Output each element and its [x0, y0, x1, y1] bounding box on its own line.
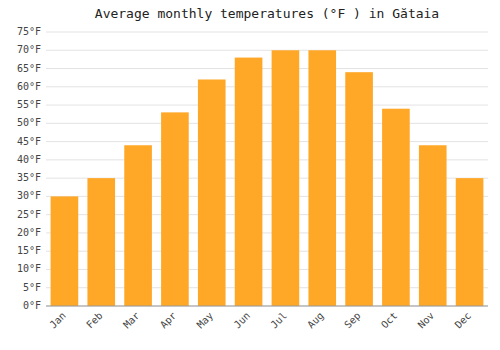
bar	[51, 196, 79, 306]
x-tick-label: Sep	[342, 310, 363, 331]
y-tick-label: 20°F	[17, 227, 41, 238]
x-tick-label: May	[195, 310, 216, 331]
bar	[161, 112, 189, 306]
bar	[272, 50, 300, 306]
x-tick-label: Dec	[453, 310, 474, 331]
x-tick-label: Jun	[232, 310, 253, 331]
y-tick-label: 45°F	[17, 136, 41, 147]
y-tick-label: 0°F	[23, 300, 41, 311]
y-tick-label: 55°F	[17, 99, 41, 110]
x-tick-label: Feb	[84, 310, 105, 331]
x-tick-label: Mar	[121, 310, 142, 331]
bar	[308, 50, 336, 306]
y-axis: 0°F 5°F 10°F 15°F 20°F 25°F 30°F 35°F 40°F 45°F 50…	[17, 26, 41, 311]
y-tick-label: 5°F	[23, 282, 41, 293]
grid-line	[46, 32, 488, 33]
y-tick-label: 10°F	[17, 263, 41, 274]
chart-svg: Average monthly temperatures (°F ) in Gă…	[0, 0, 500, 350]
y-tick-label: 65°F	[17, 63, 41, 74]
bar	[345, 72, 373, 306]
grid-line	[46, 68, 488, 69]
bars	[51, 50, 484, 306]
grid-line	[46, 141, 488, 142]
bar	[419, 145, 447, 306]
grid-line	[46, 50, 488, 51]
y-tick-label: 15°F	[17, 245, 41, 256]
chart-container: Average monthly temperatures (°F ) in Gă…	[0, 0, 500, 350]
y-tick-label: 75°F	[17, 26, 41, 37]
x-axis-line	[46, 306, 488, 307]
y-tick-label: 35°F	[17, 172, 41, 183]
x-tick-label: Jan	[47, 310, 68, 331]
grid-line	[46, 105, 488, 106]
bar	[198, 79, 226, 306]
y-tick-label: 60°F	[17, 81, 41, 92]
grid-line	[46, 306, 488, 307]
grid-line	[46, 86, 488, 87]
x-axis: Jan Feb Mar Apr May Jun Jul Aug Sep Oct Nov Dec	[47, 310, 473, 331]
y-tick-label: 40°F	[17, 154, 41, 165]
grid	[46, 32, 488, 306]
bar	[456, 178, 484, 306]
x-tick-label: Aug	[305, 310, 326, 331]
x-tick-label: Nov	[416, 310, 437, 331]
x-tick-label: Jul	[268, 310, 289, 331]
x-tick-label: Apr	[158, 310, 179, 331]
grid-line	[46, 123, 488, 124]
bar	[382, 109, 410, 306]
bar	[235, 58, 263, 306]
bar	[87, 178, 115, 306]
y-tick-label: 30°F	[17, 190, 41, 201]
chart-title: Average monthly temperatures (°F ) in Gă…	[95, 6, 439, 21]
y-tick-label: 70°F	[17, 44, 41, 55]
y-tick-label: 25°F	[17, 209, 41, 220]
y-tick-label: 50°F	[17, 117, 41, 128]
bar	[124, 145, 152, 306]
x-tick-label: Oct	[379, 310, 400, 331]
